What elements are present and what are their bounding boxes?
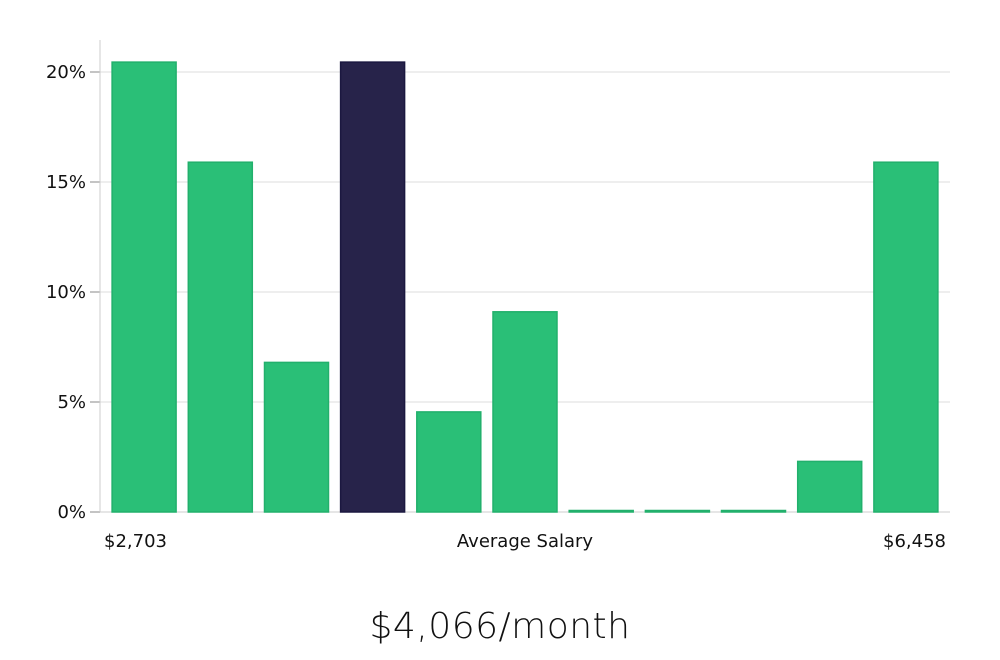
- y-tick-label: 20%: [46, 62, 86, 83]
- average-salary-value: $4,066/month: [369, 606, 631, 647]
- bar: [644, 509, 711, 513]
- y-tick-label: 10%: [46, 282, 86, 303]
- y-tick-label: 0%: [57, 502, 86, 523]
- bar: [492, 311, 558, 513]
- bar-highlighted: [339, 61, 406, 513]
- bar: [796, 460, 863, 513]
- y-tick-label: 5%: [57, 392, 86, 413]
- x-label-max: $6,458: [883, 531, 946, 552]
- bars: [111, 61, 939, 513]
- y-tick-label: 15%: [46, 172, 86, 193]
- bar: [720, 509, 787, 513]
- bar: [263, 361, 330, 513]
- bar: [568, 509, 634, 513]
- x-axis-title: Average Salary: [457, 531, 594, 552]
- salary-distribution-chart: 0% 5% 10% 15% 20% $2,703 Average Salary $6,4…: [46, 40, 950, 552]
- bar: [111, 61, 177, 513]
- y-axis-ticks: 0% 5% 10% 15% 20%: [46, 62, 100, 523]
- x-label-min: $2,703: [104, 531, 167, 552]
- bar: [416, 411, 482, 513]
- bar: [873, 161, 939, 513]
- bar: [187, 161, 254, 513]
